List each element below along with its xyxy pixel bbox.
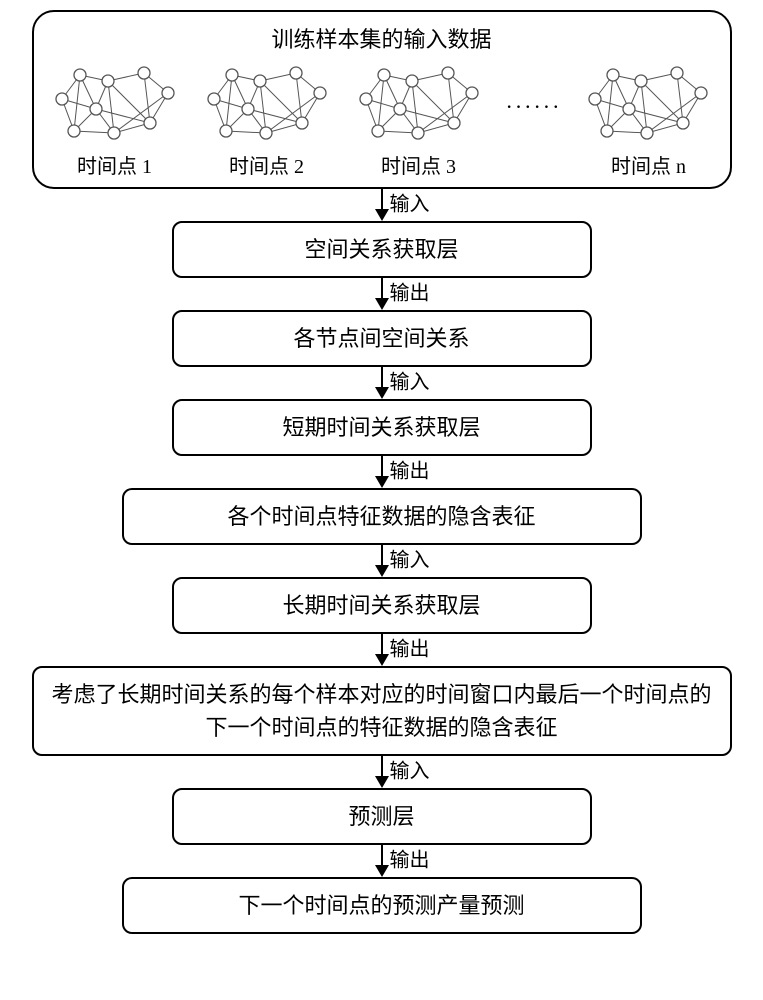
graph-row: 时间点 1 时间点 2 时间点 3 ······ 时间点 n (50, 58, 714, 179)
timepoint-label: 时间点 1 (77, 150, 152, 179)
arrow-label: 输入 (390, 188, 430, 217)
flow-arrow: 输出 (370, 634, 394, 666)
input-data-box: 训练样本集的输入数据 时间点 1 时间点 2 时间点 3 ······ 时间点 n (32, 10, 732, 189)
arrow-label: 输出 (390, 455, 430, 484)
flow-step-box: 预测层 (172, 788, 592, 845)
flow-step-box: 各节点间空间关系 (172, 310, 592, 367)
arrow-label: 输出 (390, 844, 430, 873)
flow-arrow: 输出 (370, 845, 394, 877)
arrow-label: 输入 (390, 366, 430, 395)
input-data-title: 训练样本集的输入数据 (50, 22, 714, 54)
network-graph-icon (583, 58, 713, 148)
flow-arrow: 输出 (370, 456, 394, 488)
flow-step-box: 考虑了长期时间关系的每个样本对应的时间窗口内最后一个时间点的下一个时间点的特征数… (32, 666, 732, 756)
timepoint-label: 时间点 3 (381, 150, 456, 179)
graph-timepoint: 时间点 3 (354, 58, 484, 179)
network-graph-icon (202, 58, 332, 148)
flow-step-box: 长期时间关系获取层 (172, 577, 592, 634)
arrow-label: 输出 (390, 277, 430, 306)
flow-arrow: 输出 (370, 278, 394, 310)
arrow-label: 输出 (390, 633, 430, 662)
arrow-label: 输入 (390, 755, 430, 784)
flow-arrow: 输入 (370, 545, 394, 577)
ellipsis: ······ (506, 94, 562, 120)
flow-arrow: 输入 (370, 367, 394, 399)
graph-timepoint: 时间点 n (583, 58, 713, 179)
arrow-label: 输入 (390, 544, 430, 573)
flow-column: 输入空间关系获取层输出各节点间空间关系输入短期时间关系获取层输出各个时间点特征数… (32, 189, 732, 934)
flow-step-box: 空间关系获取层 (172, 221, 592, 278)
network-graph-icon (354, 58, 484, 148)
flow-step-box: 短期时间关系获取层 (172, 399, 592, 456)
graph-timepoint: 时间点 1 (50, 58, 180, 179)
network-graph-icon (50, 58, 180, 148)
flow-arrow: 输入 (370, 189, 394, 221)
flowchart-canvas: 训练样本集的输入数据 时间点 1 时间点 2 时间点 3 ······ 时间点 n 输入… (0, 0, 763, 1000)
timepoint-label: 时间点 n (611, 150, 686, 179)
flow-arrow: 输入 (370, 756, 394, 788)
flow-step-box: 各个时间点特征数据的隐含表征 (122, 488, 642, 545)
graph-timepoint: 时间点 2 (202, 58, 332, 179)
timepoint-label: 时间点 2 (229, 150, 304, 179)
flow-step-box: 下一个时间点的预测产量预测 (122, 877, 642, 934)
